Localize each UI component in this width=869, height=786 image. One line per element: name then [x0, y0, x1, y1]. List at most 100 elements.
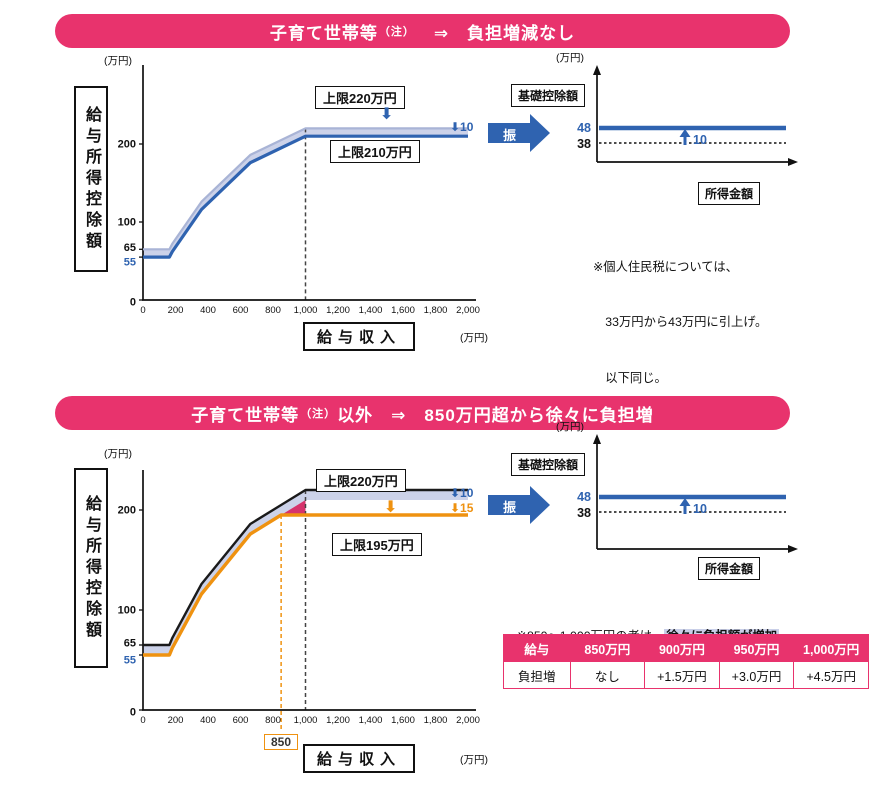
th-salary: 給与: [503, 634, 571, 662]
y-axis-arrowhead: [593, 434, 601, 444]
increase-delta-label: 10: [693, 502, 707, 516]
x-axis-title-top: 給与収入: [303, 322, 416, 351]
x-tick-label: 1,200: [326, 715, 350, 726]
x-marker-850: 850: [264, 734, 299, 750]
burden-table-header-row: 給与 850万円 900万円 950万円 1,000万円: [503, 634, 869, 662]
old-value-label: 38: [577, 137, 591, 151]
y-unit-top: (万円): [104, 55, 132, 67]
banner2-tail: 以外 ⇒ 850万円超から徐々に負担増: [337, 405, 654, 425]
transfer-arrow-shape: [488, 114, 550, 152]
x-tick-label: 1,400: [359, 715, 383, 726]
x-axis-title-bottom: 給与収入: [303, 744, 416, 773]
y-tick-label: 100: [118, 217, 136, 229]
y-tick-label: 0: [130, 707, 136, 719]
transfer-label-bottom: 振 替: [502, 500, 536, 534]
x-tick-label: 1,400: [359, 305, 383, 316]
series-line-0: [143, 488, 468, 647]
small-unit-top: (万円): [556, 52, 584, 64]
salary-deduction-chart-bottom: 200 100 65 55 00 200 400 600 800 1,000 1,200 1,400 1…: [118, 470, 480, 732]
x-tick-label: 2,000: [456, 305, 480, 316]
cap-old-label-bottom: 上限220万円: [316, 469, 406, 492]
y-tick-label: 200: [118, 139, 136, 151]
cap-decrease-arrow-icon: ⬇: [380, 106, 394, 123]
th-850: 850万円: [569, 634, 646, 662]
y-tick-label: 65: [124, 638, 136, 650]
cap-decrease-arrow-icon-bottom: ⬇: [384, 499, 398, 516]
x-tick-label: 2,000: [456, 715, 480, 726]
x-tick-label: 600: [233, 715, 249, 726]
transfer-label-top: 振 替: [502, 128, 536, 162]
transfer-arrow-icon: [488, 114, 550, 152]
x-unit-top: (万円): [460, 332, 488, 344]
y-axis-arrowhead: [593, 65, 601, 75]
x-tick-label: 1,800: [424, 305, 448, 316]
small-unit-bottom: (万円): [556, 421, 584, 433]
banner-child-rearing: 子育て世帯等 （注） ⇒ 負担増減なし: [55, 14, 790, 48]
td-burden-850: なし: [569, 661, 646, 689]
cap-old-label-top: 上限220万円: [315, 86, 405, 109]
y-tick-label: 0: [130, 297, 136, 309]
td-burden-1000: +4.5万円: [793, 661, 869, 689]
td-burden-950: +3.0万円: [718, 661, 795, 689]
x-tick-label: 600: [233, 305, 249, 316]
y-tick-label: 100: [118, 605, 136, 617]
transfer-arrow-icon-bottom: [488, 486, 550, 524]
transfer-arrow-shape-bottom: [488, 486, 550, 524]
y-tick-label: 55: [124, 257, 136, 269]
series-line-1: [143, 134, 468, 259]
increase-delta-label: 10: [693, 133, 707, 147]
x-tick-label: 0: [140, 715, 145, 726]
x-tick-label: 1,200: [326, 305, 350, 316]
increase-arrow-head: [679, 129, 691, 137]
x-tick-label: 400: [200, 715, 216, 726]
x-unit-bottom: (万円): [460, 754, 488, 766]
banner-tail: ⇒ 負担増減なし: [415, 23, 576, 43]
income-amount-label-top: 所得金額: [698, 182, 761, 205]
salary-deduction-chart-top: 200 100 65 55 00 200 400 600 800 1,000 1,200 1,400 1…: [118, 65, 480, 316]
new-value-label: 48: [577, 121, 591, 135]
x-tick-label: 1,000: [294, 715, 318, 726]
banner2-note: （注）: [300, 408, 337, 420]
basic-deduction-chart-top: 48 38 10: [577, 65, 798, 166]
x-tick-label: 400: [200, 305, 216, 316]
x-tick-label: 200: [168, 715, 184, 726]
y-axis-title-bottom: 給与所得控除額: [74, 468, 108, 668]
x-tick-label: 800: [265, 305, 281, 316]
decrease-15-label-bottom: ⬇15: [450, 501, 474, 515]
y-tick-label: 65: [124, 242, 136, 254]
y-tick-label: 200: [118, 505, 136, 517]
banner2-head: 子育て世帯等: [191, 405, 300, 425]
td-burden-label: 負担増: [503, 661, 571, 689]
th-1000: 1,000万円: [793, 634, 869, 662]
x-tick-label: 1,000: [294, 305, 318, 316]
basic-deduction-title-top: 基礎控除額: [511, 84, 586, 107]
x-tick-label: 1,800: [424, 715, 448, 726]
x-axis-arrowhead: [788, 545, 798, 553]
series-line-0: [143, 127, 468, 251]
basic-deduction-title-bottom: 基礎控除額: [511, 453, 586, 476]
y-tick-label: 55: [124, 655, 136, 667]
banner-other-households: 子育て世帯等 （注） 以外 ⇒ 850万円超から徐々に負担増: [55, 396, 790, 430]
income-amount-label-bottom: 所得金額: [698, 557, 761, 580]
th-950: 950万円: [718, 634, 795, 662]
banner-head: 子育て世帯等: [269, 23, 378, 43]
banner-note: （注）: [378, 26, 415, 38]
note-line-2: 33万円から43万円に引上げ。: [593, 315, 768, 330]
x-tick-label: 0: [140, 305, 145, 316]
x-axis-arrowhead: [788, 158, 798, 166]
cap-new-label-top: 上限210万円: [330, 140, 420, 163]
x-tick-label: 200: [168, 305, 184, 316]
decrease-10-label-bottom: ⬇10: [450, 486, 474, 500]
y-axis-title-top: 給与所得控除額: [74, 86, 108, 272]
increase-arrow-head: [679, 498, 691, 506]
th-900: 900万円: [644, 634, 720, 662]
cap-new-label-bottom: 上限195万円: [332, 533, 422, 556]
deduction-decrease-10-label: ⬇10: [450, 120, 474, 134]
old-value-label: 38: [577, 506, 591, 520]
burden-table: 給与 850万円 900万円 950万円 1,000万円 負担増 なし +1.5…: [503, 634, 869, 689]
note-line-1: ※個人住民税については、: [593, 259, 738, 274]
note-line-3: 以下同じ。: [593, 370, 667, 385]
resident-tax-note: ※個人住民税については、 33万円から43万円に引上げ。 以下同じ。: [593, 221, 767, 424]
series-line-1: [143, 513, 468, 657]
